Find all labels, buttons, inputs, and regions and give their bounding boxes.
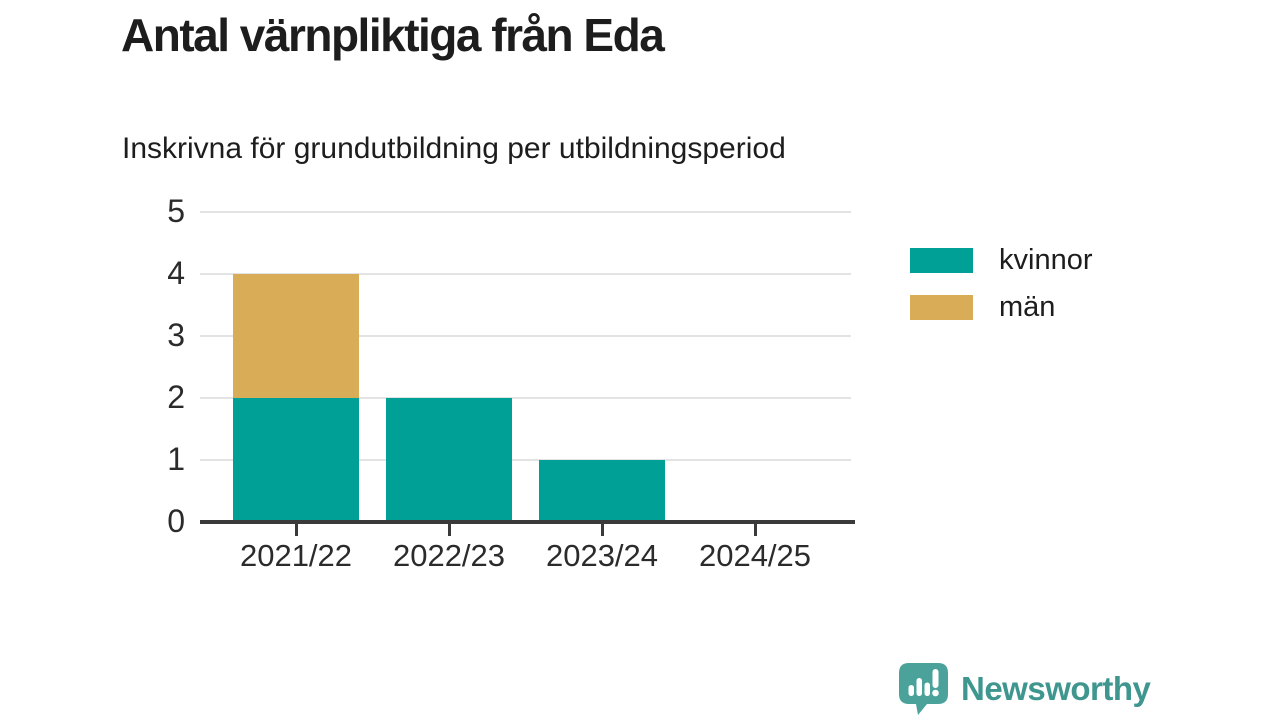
grid-line bbox=[200, 397, 851, 399]
chart-title: Antal värnpliktiga från Eda bbox=[121, 9, 665, 61]
legend-swatch bbox=[910, 248, 973, 273]
bar-segment-kvinnor bbox=[386, 398, 512, 522]
brand-footer: Newsworthy bbox=[897, 661, 1151, 717]
y-tick-label: 5 bbox=[167, 193, 185, 229]
x-tick bbox=[447, 524, 451, 536]
x-tick bbox=[294, 524, 298, 536]
legend-label: kvinnor bbox=[999, 244, 1093, 276]
x-tick bbox=[753, 524, 757, 536]
legend-item: män bbox=[910, 291, 1093, 323]
legend-label: män bbox=[999, 291, 1056, 323]
y-tick-label: 1 bbox=[167, 441, 185, 477]
y-tick-label: 4 bbox=[167, 255, 185, 291]
grid-line bbox=[200, 335, 851, 337]
y-tick-label: 3 bbox=[167, 317, 185, 353]
bar-segment-män bbox=[233, 274, 359, 398]
y-axis-labels: 5 4 3 2 1 0 bbox=[110, 193, 185, 539]
bar-segment-kvinnor bbox=[233, 398, 359, 522]
x-tick bbox=[600, 524, 604, 536]
newsworthy-logo-icon bbox=[899, 663, 948, 715]
chart-subtitle: Inskrivna för grundutbildning per utbild… bbox=[122, 132, 786, 165]
grid-line bbox=[200, 273, 851, 275]
legend-swatch bbox=[910, 295, 973, 320]
x-tick-label: 2024/25 bbox=[698, 538, 812, 573]
x-tick-label: 2023/24 bbox=[545, 538, 659, 573]
brand-name: Newsworthy bbox=[961, 670, 1151, 707]
x-tick-label: 2021/22 bbox=[239, 538, 353, 573]
x-tick-label: 2022/23 bbox=[392, 538, 506, 573]
legend-item: kvinnor bbox=[910, 244, 1093, 276]
y-tick-label: 0 bbox=[167, 503, 185, 539]
legend: kvinnor män bbox=[910, 244, 1093, 342]
y-tick-label: 2 bbox=[167, 379, 185, 415]
grid-line bbox=[200, 211, 851, 213]
plot-area bbox=[200, 211, 855, 522]
x-axis-line bbox=[200, 520, 855, 524]
bar-segment-kvinnor bbox=[539, 460, 665, 522]
grid-line bbox=[200, 459, 851, 461]
